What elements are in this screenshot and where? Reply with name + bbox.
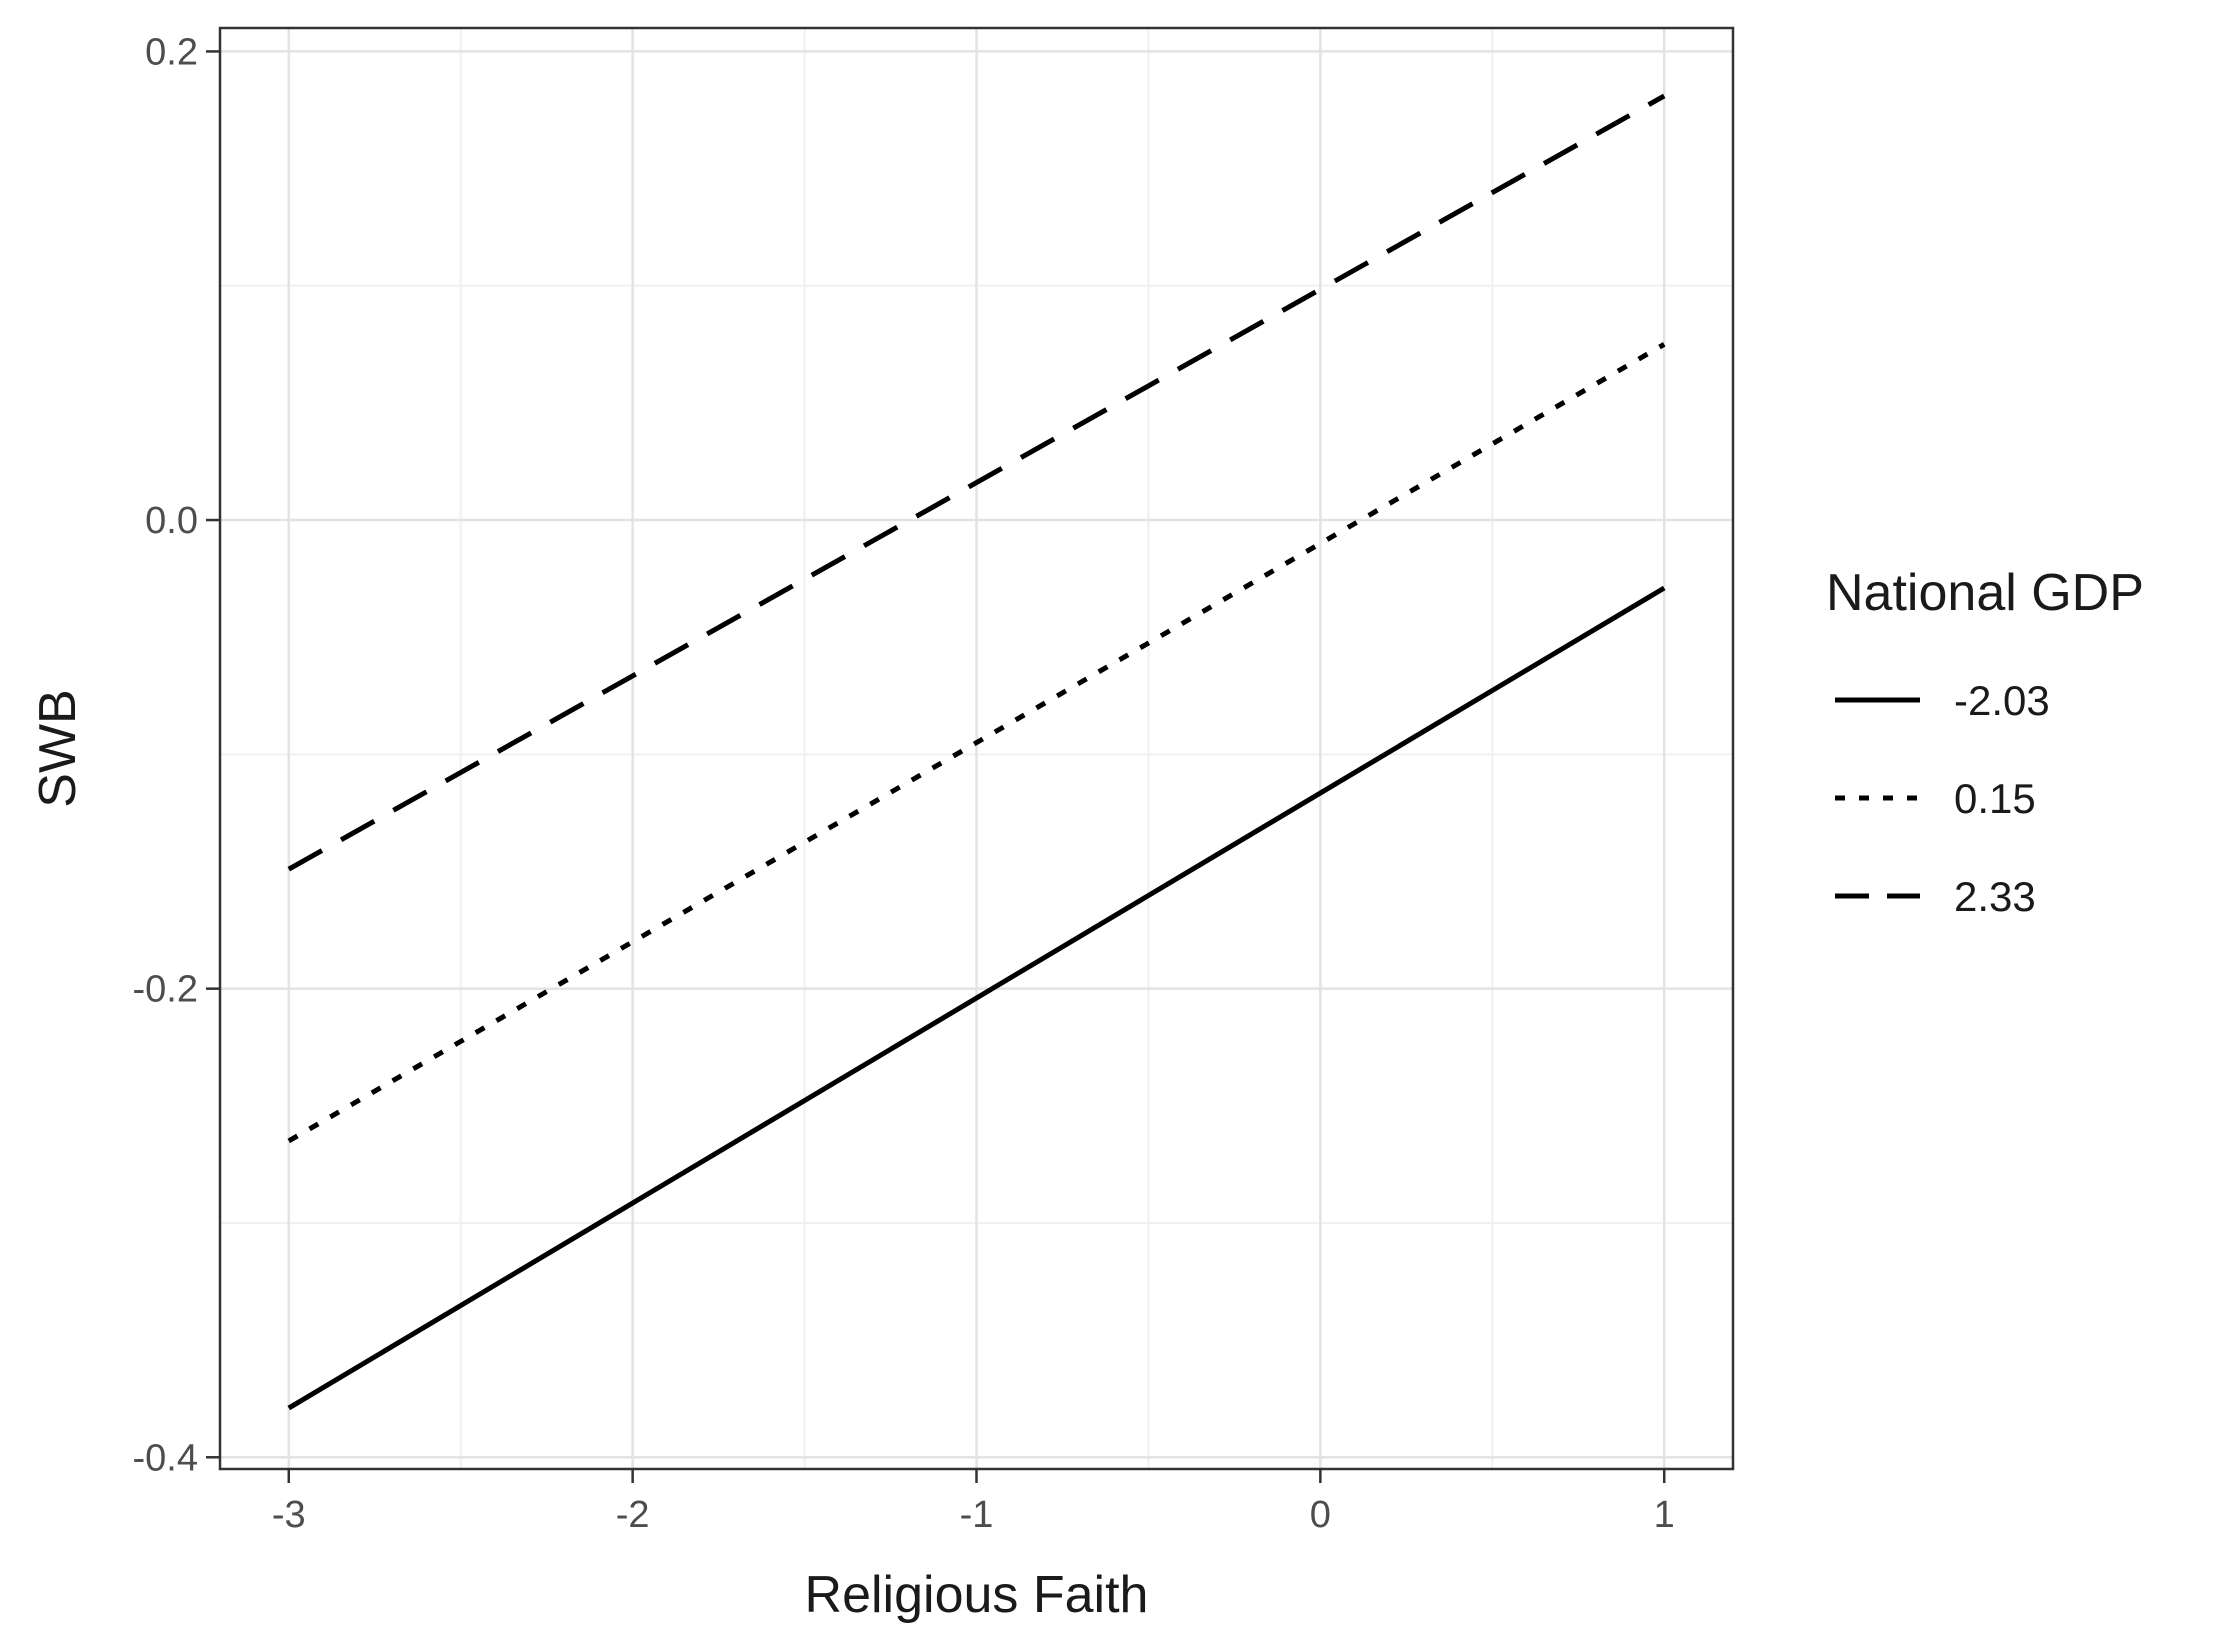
y-tick-label: -0.4 [133, 1437, 198, 1479]
legend-label--2.03: -2.03 [1954, 677, 2050, 724]
series-line-0.15 [287, 342, 1666, 1144]
grid-major [220, 28, 1733, 1469]
x-tick-label: -3 [272, 1494, 306, 1536]
y-tick-label: 0.0 [145, 500, 198, 542]
x-tick-label: -1 [960, 1494, 994, 1536]
legend-title: National GDP [1826, 564, 2144, 622]
x-axis-title: Religious Faith [805, 1566, 1149, 1624]
series-line-2.33 [287, 93, 1666, 872]
legend: National GDP -2.03 0.15 2.33 [1826, 564, 2144, 920]
x-tick-label: -2 [616, 1494, 650, 1536]
y-axis-title: SWB [29, 689, 87, 807]
legend-label-0.15: 0.15 [1954, 775, 2036, 822]
axes-layer: -3 -2 -1 0 1 -0.4 -0.2 0.0 0.2 [133, 31, 1675, 1536]
y-tick-label: 0.2 [145, 31, 198, 73]
legend-label-2.33: 2.33 [1954, 873, 2036, 920]
y-tick-label: -0.2 [133, 969, 198, 1011]
series-layer [287, 93, 1666, 1411]
series-line--2.03 [287, 585, 1666, 1411]
x-tick-label: 1 [1654, 1494, 1675, 1536]
legend-items: -2.03 0.15 2.33 [1835, 677, 2050, 920]
x-tick-label: 0 [1310, 1494, 1331, 1536]
